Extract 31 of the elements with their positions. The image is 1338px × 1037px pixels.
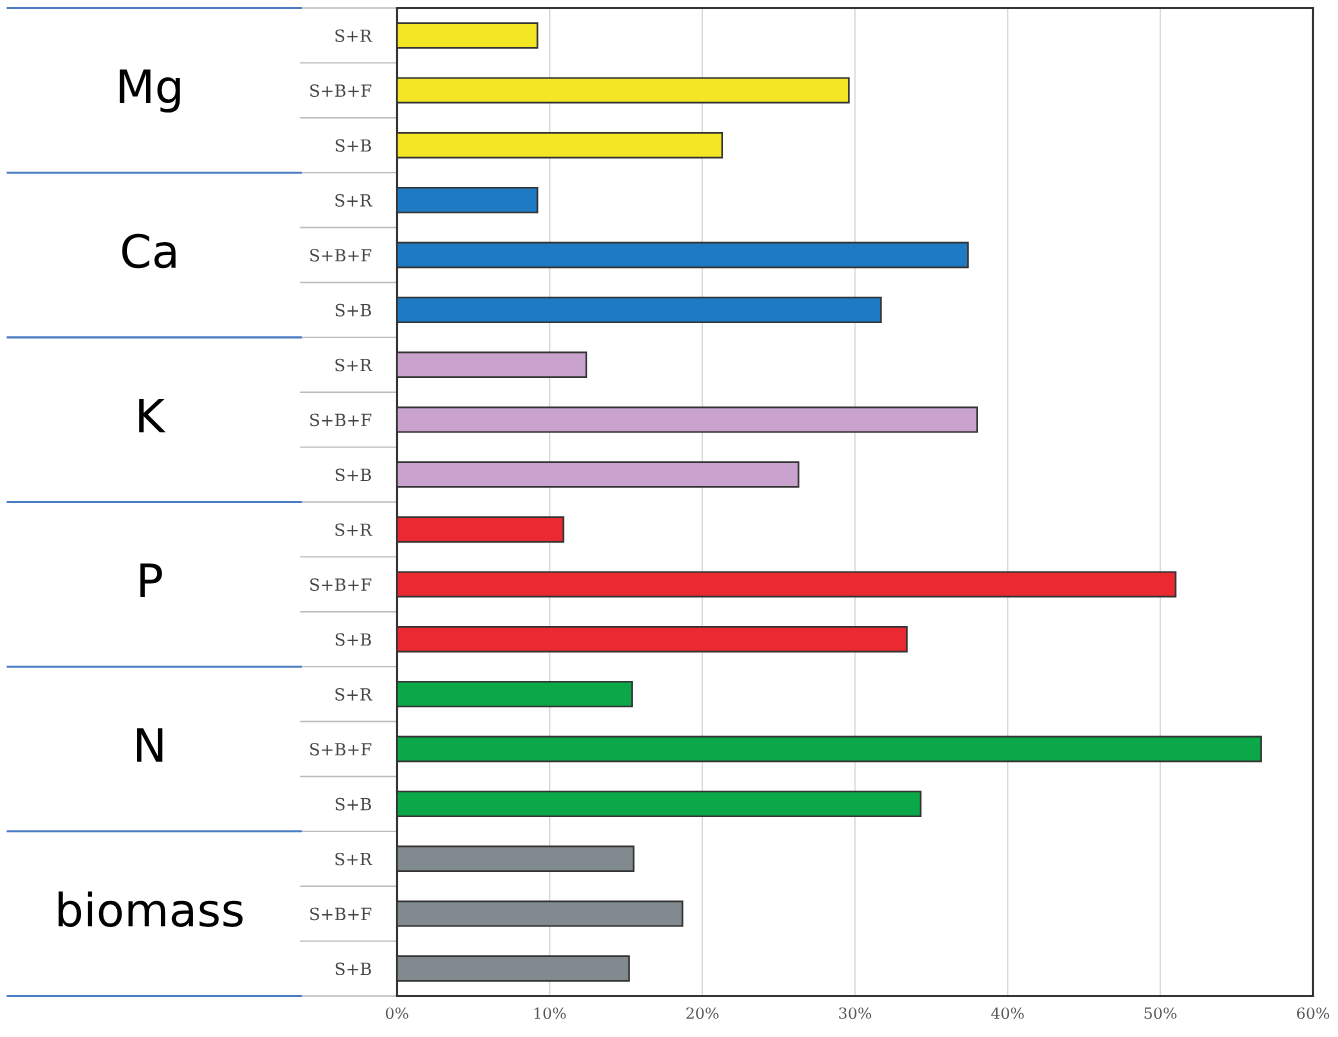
y-tick-label: S+R [335,358,373,372]
text: K [139,398,166,433]
x-tick-label: 50% [1144,1007,1177,1019]
y-tick-label: S+B+F [310,907,372,921]
text: Ca [122,233,176,269]
x-tick-label: 20% [686,1007,719,1019]
text: Mg [119,69,180,113]
x-tick-label: 40% [991,1007,1024,1019]
y-tick-label: S+B+F [310,413,372,427]
y-tick-label: S+B [335,139,371,152]
y-tick-label: S+B+F [310,84,372,97]
x-tick-label: 30% [839,1007,872,1019]
text: biomass [58,891,243,927]
text: N [137,728,163,762]
y-tick-label: S+B [335,797,371,811]
y-tick-label: S+B [335,633,371,646]
y-tick-label: S+B [335,303,371,317]
y-tick-label: S+R [335,523,373,537]
x-tick-label: 10% [534,1007,566,1019]
y-tick-label: S+B+F [310,248,372,262]
x-tick-label: 60% [1297,1007,1330,1019]
y-tick-label: S+R [335,688,373,701]
y-tick-label: S+R [335,194,373,207]
x-tick-label: 0% [385,1007,409,1019]
y-tick-label: S+B [335,962,371,976]
y-tick-label: S+B+F [310,742,372,756]
y-tick-label: S+R [335,29,373,43]
text: P [140,563,162,597]
y-tick-label: S+B+F [310,578,372,591]
y-tick-label: S+B [335,468,371,482]
y-tick-label: S+R [335,852,373,866]
